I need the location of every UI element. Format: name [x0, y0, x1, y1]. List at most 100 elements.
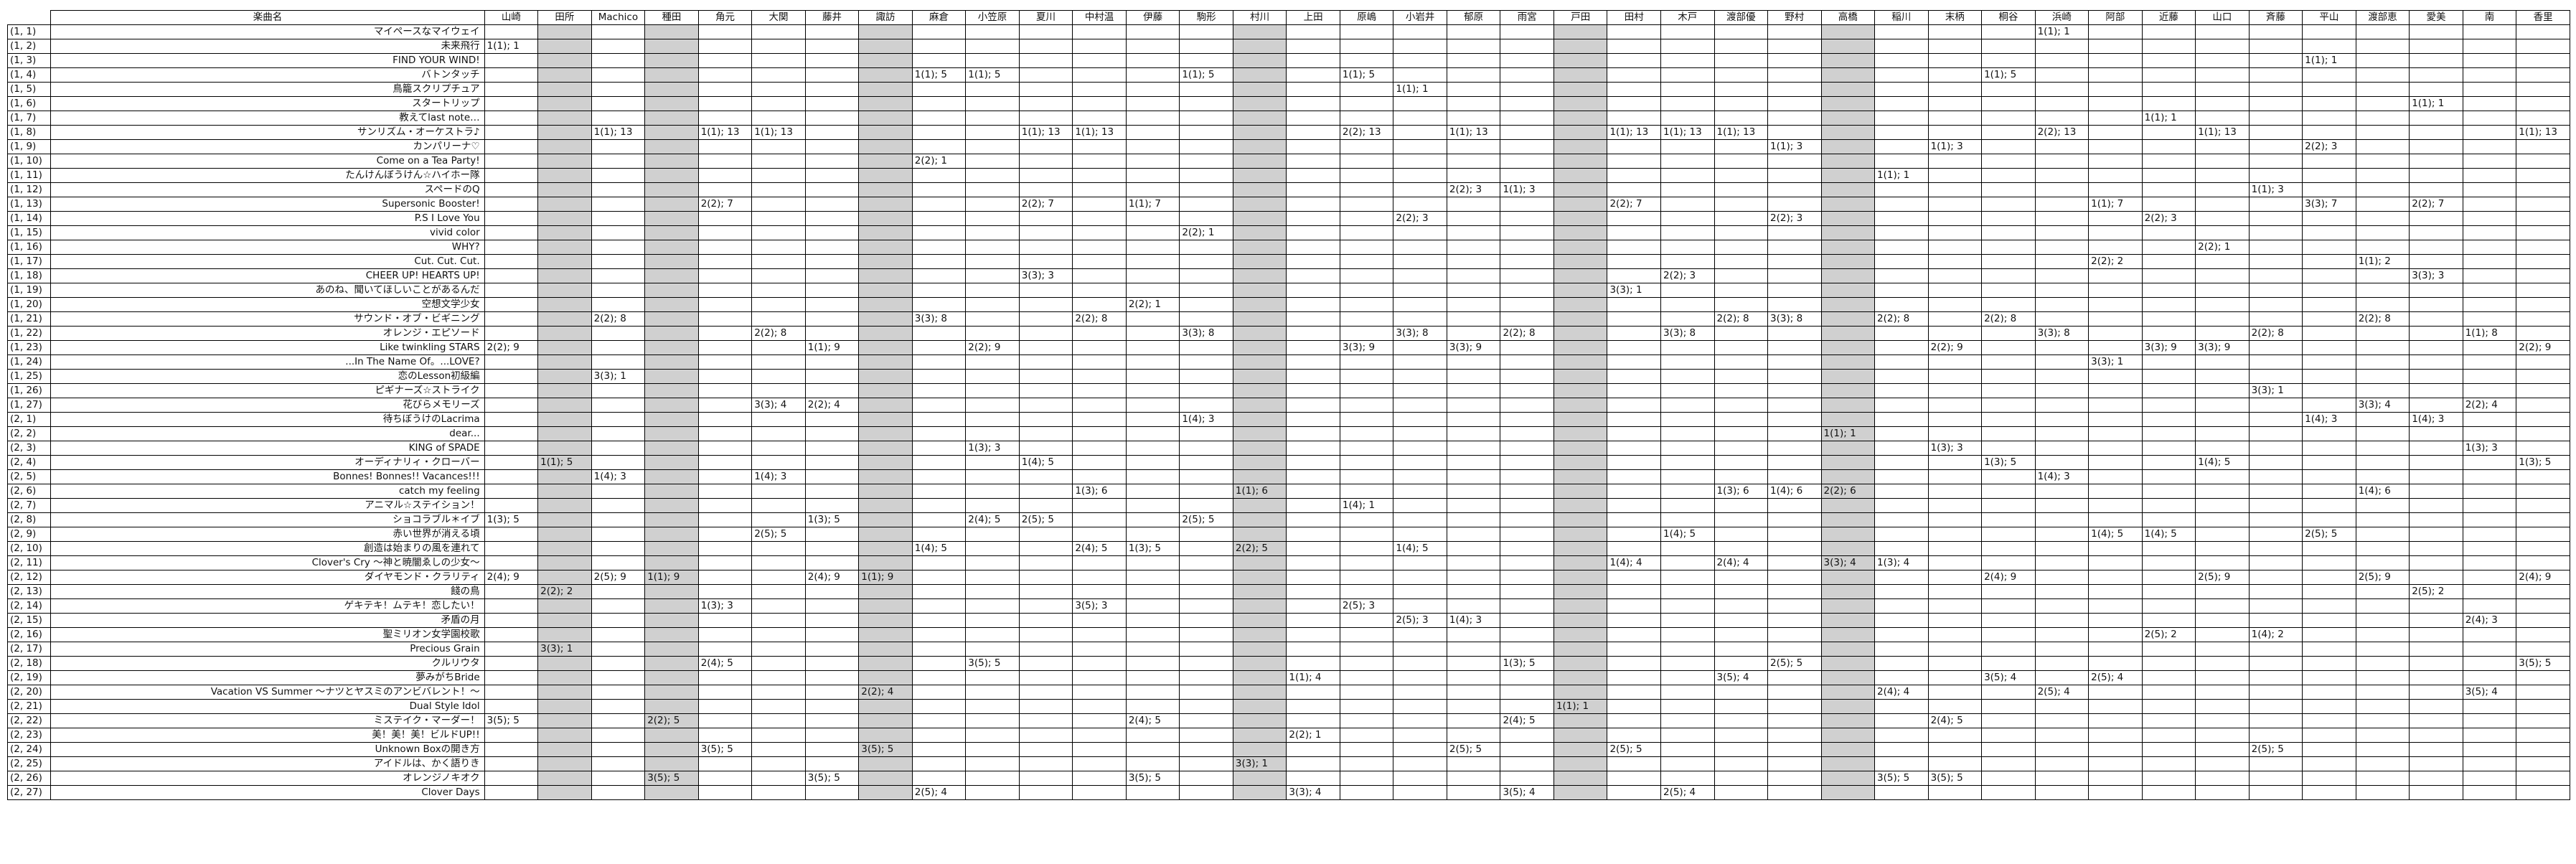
row-id: (1, 22) — [6, 326, 52, 341]
table-cell — [2034, 354, 2090, 370]
table-cell — [1927, 642, 1983, 657]
table-cell — [2034, 713, 2090, 728]
table-cell — [1179, 613, 1233, 628]
table-cell — [591, 154, 646, 169]
table-cell — [2355, 613, 2410, 628]
table-cell — [751, 268, 806, 283]
table-cell — [1607, 268, 1661, 283]
table-cell — [1018, 311, 1073, 327]
table-cell — [1072, 656, 1127, 671]
column-header-singer: 香里 — [2516, 10, 2570, 25]
table-cell — [484, 685, 539, 700]
table-cell — [1339, 455, 1394, 470]
table-cell — [2409, 742, 2463, 757]
column-header-singer: 稲川 — [1874, 10, 1929, 25]
table-cell — [2088, 627, 2143, 642]
table-cell — [1179, 383, 1233, 398]
table-cell — [1767, 254, 1822, 269]
row-id: (2, 14) — [6, 598, 52, 614]
table-cell — [1232, 527, 1287, 542]
table-cell — [484, 498, 539, 513]
table-cell: 1(4); 5 — [1393, 541, 1447, 556]
table-cell — [751, 96, 806, 111]
table-cell — [2302, 240, 2356, 255]
table-cell — [2462, 154, 2517, 169]
table-cell — [1927, 354, 1983, 370]
column-header-singer: 雨宮 — [1500, 10, 1554, 25]
table-cell — [697, 699, 753, 714]
table-cell — [1072, 53, 1127, 68]
table-cell — [1500, 455, 1554, 470]
table-cell — [1767, 240, 1822, 255]
table-cell — [2409, 39, 2463, 54]
table-cell — [965, 713, 1020, 728]
table-cell — [537, 125, 592, 140]
table-cell — [2034, 297, 2090, 312]
table-cell — [1018, 656, 1073, 671]
table-cell — [1500, 598, 1554, 614]
table-cell — [644, 254, 699, 269]
table-cell — [1393, 297, 1447, 312]
table-cell — [1018, 24, 1073, 39]
table-cell: 1(4); 3 — [591, 469, 646, 484]
table-cell — [858, 527, 913, 542]
table-cell — [1179, 498, 1233, 513]
song-title: 矛盾の月 — [50, 613, 485, 628]
table-cell — [2355, 441, 2410, 456]
table-cell — [2034, 756, 2090, 771]
table-cell — [697, 24, 753, 39]
table-cell — [2034, 53, 2090, 68]
table-cell: 1(1); 13 — [1660, 125, 1715, 140]
table-cell — [1660, 297, 1715, 312]
table-cell — [1660, 211, 1715, 226]
table-cell — [1393, 713, 1447, 728]
table-cell — [1179, 699, 1233, 714]
table-cell — [2195, 527, 2250, 542]
table-cell: 1(4); 3 — [1446, 613, 1501, 628]
table-cell — [911, 168, 967, 183]
table-cell: 2(2); 3 — [1446, 182, 1501, 197]
table-cell — [1874, 527, 1929, 542]
table-cell — [697, 627, 753, 642]
table-row: (2, 12) ダイヤモンド・クラリティ 2(4); 9 2(5); 9 1(1); 9… — [6, 570, 2570, 585]
table-cell — [1553, 125, 1608, 140]
table-cell — [2141, 254, 2196, 269]
table-cell: 1(1); 1 — [2141, 111, 2196, 126]
table-cell — [2195, 685, 2250, 700]
table-cell — [2302, 39, 2356, 54]
table-cell — [1820, 82, 1876, 97]
table-cell — [1393, 441, 1447, 456]
table-cell — [858, 111, 913, 126]
table-cell — [804, 111, 860, 126]
table-cell — [1553, 383, 1608, 398]
table-cell — [1393, 283, 1447, 298]
table-cell — [1981, 685, 2036, 700]
table-cell — [1446, 699, 1501, 714]
table-cell — [2088, 728, 2143, 743]
table-cell — [1553, 53, 1608, 68]
table-cell — [2462, 225, 2517, 240]
table-cell — [2355, 555, 2410, 570]
table-cell — [1018, 225, 1073, 240]
table-cell — [2195, 756, 2250, 771]
table-cell — [1500, 613, 1554, 628]
song-title: Supersonic Booster! — [50, 197, 485, 212]
table-cell — [1179, 555, 1233, 570]
table-cell — [1553, 311, 1608, 327]
table-cell — [2462, 197, 2517, 212]
table-cell — [1179, 541, 1233, 556]
table-cell: 3(5); 4 — [1714, 670, 1769, 685]
table-cell — [1553, 354, 1608, 370]
table-cell — [2409, 469, 2463, 484]
table-cell — [751, 441, 806, 456]
table-cell — [858, 240, 913, 255]
table-cell — [751, 598, 806, 614]
table-cell — [1874, 498, 1929, 513]
table-cell — [1607, 24, 1661, 39]
table-cell — [2462, 82, 2517, 97]
table-cell — [1500, 398, 1554, 413]
table-cell — [1446, 254, 1501, 269]
table-cell — [2516, 354, 2570, 370]
table-cell — [1125, 742, 1180, 757]
table-cell — [1660, 685, 1715, 700]
